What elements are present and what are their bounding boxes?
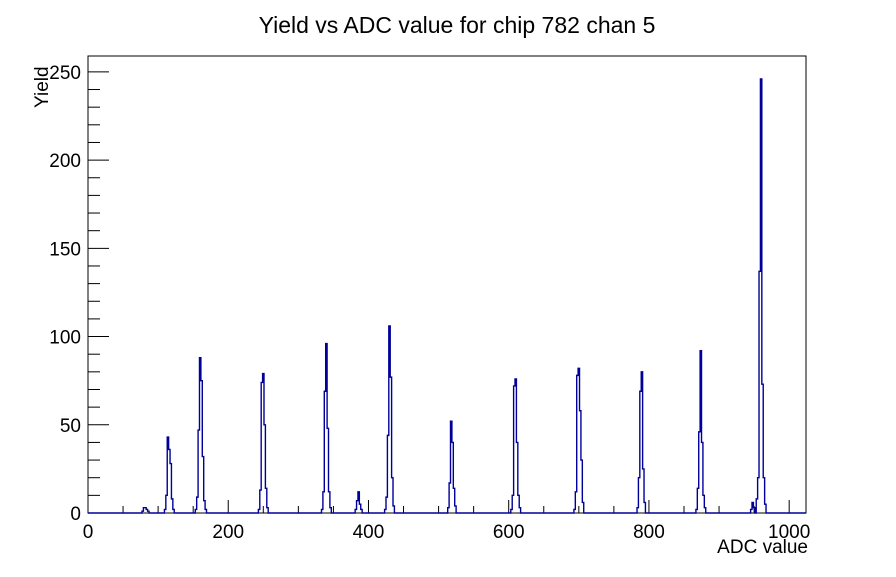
y-tick-label: 50 [60,416,81,437]
histogram-line [88,78,806,514]
x-tick-label: 400 [353,522,385,543]
x-tick-label: 800 [633,522,665,543]
x-tick-label: 600 [493,522,525,543]
axis-tick-labels: 0 200 400 600 800 1000 0 50 100 150 200 250 [49,63,810,543]
y-tick-label: 0 [70,504,81,525]
axis-ticks [87,71,790,514]
y-tick-label: 150 [49,239,81,260]
x-tick-label: 0 [83,522,94,543]
x-tick-label: 1000 [768,522,810,543]
chart-title: Yield vs ADC value for chip 782 chan 5 [259,12,656,38]
x-tick-label: 200 [212,522,244,543]
y-axis-title: Yield [32,66,53,108]
x-axis-title: ADC value [717,537,808,558]
y-tick-label: 200 [49,151,81,172]
y-tick-label: 100 [49,328,81,349]
y-tick-label: 250 [49,63,81,84]
